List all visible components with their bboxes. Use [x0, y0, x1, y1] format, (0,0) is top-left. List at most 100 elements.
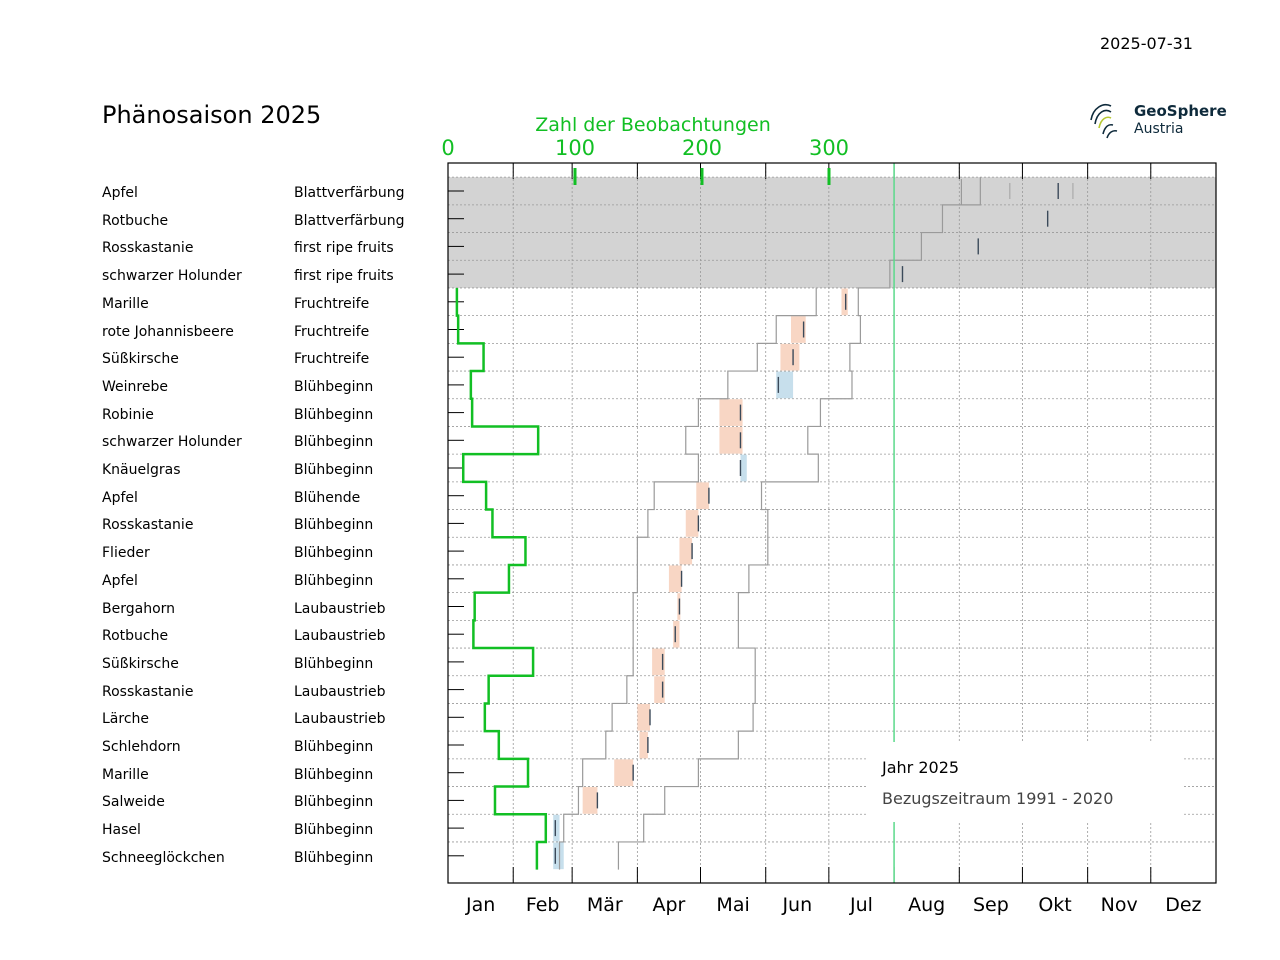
row-phase-label: Blühbeginn — [294, 378, 374, 395]
observation-bar — [639, 731, 648, 759]
legend-item-reference: Bezugszeitraum 1991 - 2020 — [882, 789, 1114, 808]
row-phase-label: Blattverfärbung — [294, 212, 405, 229]
row-species-label: Rotbuche — [102, 212, 169, 229]
row-phase-label: Laubaustrieb — [294, 711, 386, 728]
observation-bar — [776, 371, 794, 399]
observation-bar — [685, 510, 699, 537]
observation-bar — [652, 648, 665, 676]
reference-line-late — [617, 177, 981, 870]
row-phase-label: Fruchtreife — [294, 295, 370, 312]
observations-tick-label: 0 — [441, 136, 455, 160]
row-phase-label: Blühbeginn — [294, 406, 374, 423]
row-species-label: Robinie — [102, 406, 154, 423]
row-species-label: Rotbuche — [102, 628, 169, 645]
observation-bar — [679, 537, 693, 565]
row-phase-label: Fruchtreife — [294, 351, 370, 368]
chart-title: Phänosaison 2025 — [102, 101, 322, 129]
row-species-label: Marille — [102, 766, 149, 783]
observation-bar — [582, 787, 598, 814]
month-label: Okt — [1038, 894, 1072, 916]
row-phase-label: Fruchtreife — [294, 323, 370, 340]
legend-item-year: Jahr 2025 — [882, 758, 960, 777]
observations-tick-label: 200 — [681, 136, 723, 160]
observation-bar — [790, 316, 806, 343]
plot-frame — [447, 162, 1217, 884]
observations-axis-label: Zahl der Beobachtungen — [535, 114, 771, 136]
row-species-label: Apfel — [102, 572, 138, 589]
observation-bar — [780, 343, 800, 371]
row-species-label: Flieder — [102, 545, 150, 562]
observation-bar — [637, 703, 650, 731]
logo-name: GeoSphere — [1134, 102, 1227, 120]
row-species-label: Süßkirsche — [102, 351, 179, 368]
row-species-label: Schlehdorn — [102, 739, 181, 755]
geosphere-logo-icon — [1090, 104, 1118, 139]
row-phase-label: Blühbeginn — [294, 517, 374, 534]
row-phase-label: Blühbeginn — [294, 822, 374, 839]
geosphere-logo: GeoSphere Austria — [1087, 98, 1227, 142]
row-phase-label: Laubaustrieb — [294, 683, 386, 700]
logo-subtitle: Austria — [1134, 121, 1184, 137]
row-species-label: Apfel — [102, 489, 138, 506]
row-species-label: Marille — [102, 295, 149, 312]
row-species-label: schwarzer Holunder — [102, 434, 242, 451]
observation-bar — [553, 814, 560, 842]
observation-bar — [719, 399, 743, 426]
observation-bar — [553, 842, 564, 870]
row-phase-label: Laubaustrieb — [294, 600, 386, 617]
row-phase-label: first ripe fruits — [294, 268, 394, 285]
observation-bar — [614, 759, 634, 787]
row-phase-label: Blühbeginn — [294, 794, 374, 811]
row-species-label: Hasel — [102, 822, 141, 839]
observations-tick-label: 300 — [808, 136, 850, 160]
row-species-label: Rosskastanie — [102, 240, 194, 257]
month-label: Jun — [782, 894, 813, 916]
month-label: Dez — [1165, 894, 1202, 916]
observations-tick-label: 100 — [554, 136, 596, 160]
observation-bar — [654, 676, 665, 703]
row-phase-label: Laubaustrieb — [294, 628, 386, 645]
month-label: Aug — [908, 894, 946, 916]
row-species-label: schwarzer Holunder — [102, 268, 242, 285]
row-phase-label: Blühbeginn — [294, 434, 374, 451]
row-species-label: Rosskastanie — [102, 683, 194, 700]
row-phase-label: Blühbeginn — [294, 739, 374, 755]
row-phase-label: Blühbeginn — [294, 462, 374, 478]
month-label: Nov — [1100, 894, 1138, 916]
observations-line — [455, 287, 548, 870]
row-phase-label: Blühbeginn — [294, 849, 374, 866]
legend: Jahr 2025 Bezugszeitraum 1991 - 2020 — [868, 742, 1184, 822]
month-label: Feb — [525, 894, 560, 916]
month-label: Mai — [716, 894, 750, 916]
row-phase-label: Blattverfärbung — [294, 185, 405, 201]
row-species-label: Salweide — [102, 794, 165, 811]
month-label: Sep — [972, 894, 1009, 916]
observation-bar — [740, 454, 747, 482]
row-species-label: Lärche — [102, 711, 150, 728]
month-label: Mär — [586, 894, 623, 916]
row-phase-label: first ripe fruits — [294, 240, 394, 257]
row-species-label: rote Johannisbeere — [102, 323, 234, 340]
observation-bar — [673, 620, 680, 648]
row-species-label: Bergahorn — [102, 600, 176, 617]
observation-bar — [841, 288, 848, 316]
row-phase-label: Blühbeginn — [294, 766, 374, 783]
row-phase-label: Blühbeginn — [294, 572, 374, 589]
row-species-label: Süßkirsche — [102, 655, 179, 672]
observation-bar — [719, 426, 743, 454]
row-species-label: Rosskastanie — [102, 517, 194, 534]
row-phase-label: Blühbeginn — [294, 655, 374, 672]
row-phase-label: Blühbeginn — [294, 545, 374, 562]
row-phase-label: Blühende — [294, 489, 361, 506]
month-label: Jul — [849, 894, 873, 916]
row-species-label: Apfel — [102, 185, 138, 201]
month-label: Apr — [652, 894, 686, 916]
report-date: 2025-07-31 — [1100, 34, 1193, 53]
observation-bar — [696, 482, 709, 510]
row-species-label: Knäuelgras — [102, 462, 181, 478]
reference-line-early — [558, 287, 817, 870]
row-species-label: Schneeglöckchen — [102, 849, 225, 866]
month-label: Jan — [465, 894, 496, 916]
row-species-label: Weinrebe — [102, 378, 168, 395]
